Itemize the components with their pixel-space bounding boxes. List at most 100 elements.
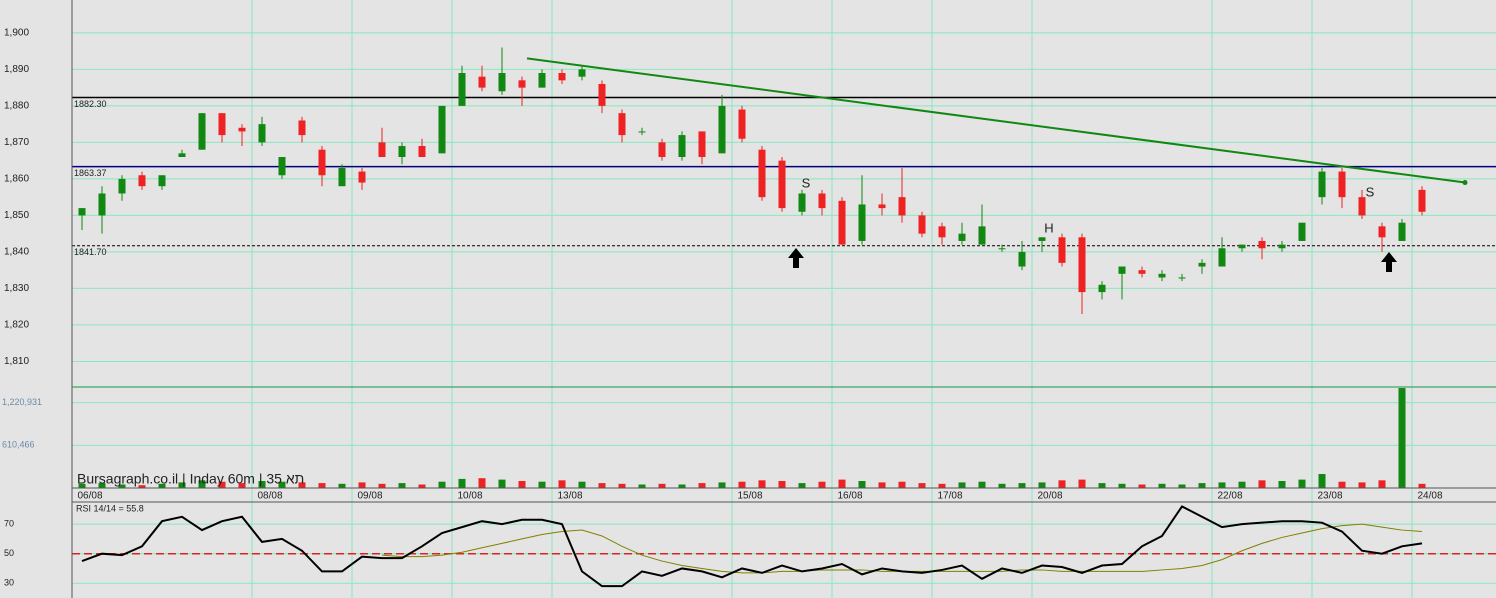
volume-bar [218,481,226,488]
candle-body [238,127,246,132]
volume-bar [1038,482,1046,488]
candle-body [1298,222,1306,241]
x-tick-label: 16/08 [837,491,862,502]
candle-body [738,109,746,139]
candle-body [1118,266,1126,274]
volume-bar [918,483,926,488]
volume-bar [398,483,406,488]
volume-bar [958,482,966,488]
volume-bar [158,483,166,488]
y-tick-label: 1,850 [4,210,29,221]
volume-bar [838,479,846,488]
candle-body [818,193,826,209]
candle-body [1038,237,1046,241]
candle-body [1358,197,1366,216]
candle-body [1258,240,1266,249]
y-tick-label: 1,840 [4,247,29,258]
volume-bar [238,483,246,488]
y-tick-label: 1,820 [4,320,29,331]
candle-body [758,149,766,198]
volume-bar [538,481,546,488]
candle-body [938,226,946,238]
x-tick-label: 15/08 [737,491,762,502]
candle-body [998,248,1006,250]
candle-body [578,69,586,77]
candle-body [318,149,326,176]
candle-body [618,113,626,136]
volume-bar [578,481,586,488]
candle-body [1418,189,1426,212]
rsi-label: RSI 14/14 = 55.8 [76,503,144,513]
volume-bar [318,483,326,488]
candle-body [438,105,446,154]
volume-bar [438,481,446,488]
volume-bar [1398,388,1406,488]
candle-body [898,197,906,216]
candle-body [1078,237,1086,293]
y-tick-label: 1,870 [4,137,29,148]
arrow [1381,252,1397,272]
trendline [526,57,1466,184]
volume-bar [658,483,666,488]
y-tick-label: 70 [4,519,14,529]
candle-body [298,120,306,136]
volume-bar [1218,482,1226,488]
volume-bar [978,481,986,488]
volume-bar [1138,484,1146,488]
x-tick-label: 23/08 [1317,491,1342,502]
y-tick-label: 1,830 [4,283,29,294]
y-tick-label: 1,220,931 [2,397,42,407]
volume-bar [738,481,746,488]
x-tick-label: 09/08 [357,491,382,502]
volume-bar [478,478,486,488]
volume-bar [98,483,106,488]
level-label: 1863.37 [74,168,107,178]
y-tick-label: 30 [4,578,14,588]
candle-body [258,124,266,143]
candle-body [1178,277,1186,279]
candle-body [538,73,546,88]
volume-bar [178,482,186,488]
watermark: Bursagraph.co.il | Inday 60m | 35 תא [77,471,304,487]
y-tick-label: 1,890 [4,64,29,75]
volume-bar [1418,483,1426,488]
volume-bar [718,482,726,488]
candle-body [158,175,166,187]
candle-body [78,208,86,216]
volume-bar [1258,480,1266,488]
volume-bar [1338,481,1346,488]
volume-bar [898,481,906,488]
volume-bar [1378,480,1386,488]
candle-body [1098,284,1106,293]
candle-body [858,204,866,241]
candle-body [1058,237,1066,263]
candle-body [398,146,406,157]
candle-body [1338,171,1346,198]
volume-bar [598,483,606,488]
volume-bar [298,482,306,488]
candle-body [558,73,566,81]
volume-bar [698,483,706,488]
volume-bar [1298,479,1306,488]
candle-body [958,233,966,241]
y-tick-label: 50 [4,548,14,558]
y-tick-label: 1,860 [4,174,29,185]
trendline-end [1462,180,1468,186]
volume-bar [778,481,786,488]
candle-body [698,131,706,157]
volume-bar [458,478,466,488]
volume-bar [1198,483,1206,488]
volume-bar [938,483,946,488]
volume-bar [258,481,266,488]
y-tick-label: 1,900 [4,27,29,38]
volume-bar [618,483,626,488]
candle-body [498,73,506,92]
candle-body [598,83,606,106]
volume-bar [518,481,526,488]
candle-body [178,153,186,157]
volume-bar [418,484,426,488]
candle-body [278,156,286,176]
candle-body [1018,251,1026,267]
candle-body [1158,273,1166,278]
